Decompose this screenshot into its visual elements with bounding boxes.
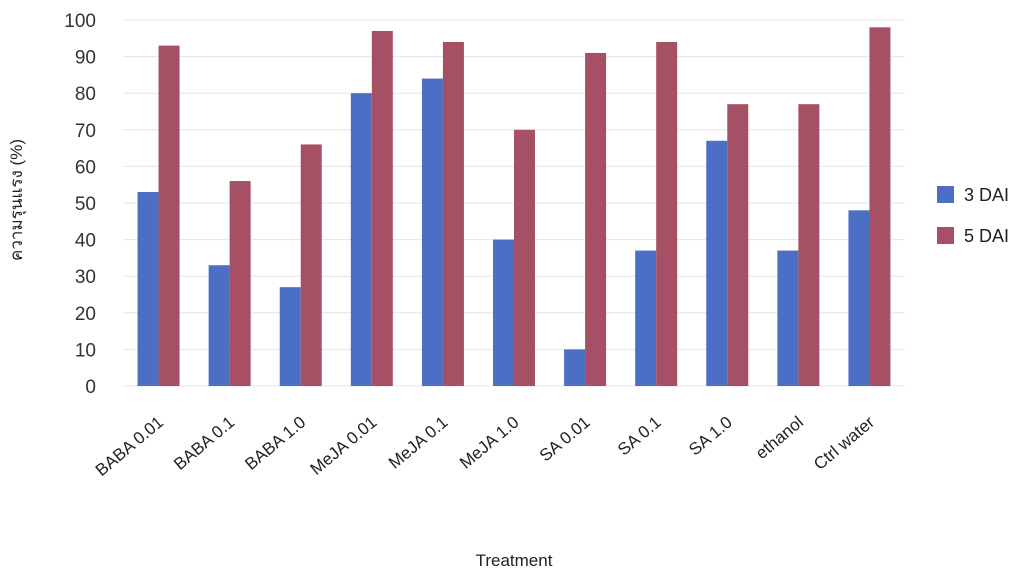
- x-axis-title: Treatment: [476, 551, 553, 570]
- legend-swatch-3-dai: [937, 186, 954, 203]
- bar-5-dai-ethanol: [798, 104, 820, 387]
- bar-3-dai-ethanol: [777, 250, 799, 386]
- y-tick-label-0: 0: [85, 377, 96, 398]
- x-tick-label-meja-0-01: MeJA 0.01: [307, 413, 381, 479]
- bar-3-dai-sa-0-1: [635, 250, 657, 386]
- y-tick-label-80: 80: [75, 84, 96, 105]
- y-tick-label-20: 20: [75, 304, 96, 325]
- y-tick-label-70: 70: [75, 121, 96, 142]
- y-tick-label-50: 50: [75, 194, 96, 215]
- x-tick-label-baba-0-01: BABA 0.01: [92, 413, 167, 480]
- bar-3-dai-baba-1-0: [279, 287, 301, 386]
- bar-3-dai-baba-0-1: [208, 265, 230, 386]
- bar-5-dai-baba-0-01: [158, 45, 180, 387]
- x-tick-label-sa-0-01: SA 0.01: [536, 413, 594, 466]
- x-tick-label-sa-1-0: SA 1.0: [685, 413, 736, 460]
- x-tick-label-ethanol: ethanol: [752, 413, 807, 463]
- bar-3-dai-baba-0-01: [137, 192, 159, 386]
- y-tick-label-100: 100: [64, 11, 96, 32]
- x-tick-label-sa-0-1: SA 0.1: [614, 413, 665, 460]
- bar-5-dai-sa-1-0: [727, 104, 749, 387]
- y-tick-label-30: 30: [75, 267, 96, 288]
- bar-5-dai-ctrl-water: [869, 27, 891, 386]
- y-tick-label-10: 10: [75, 340, 96, 361]
- x-tick-label-meja-1-0: MeJA 1.0: [456, 413, 523, 473]
- bar-5-dai-sa-0-1: [656, 41, 678, 387]
- legend-label-3-dai: 3 DAI: [964, 185, 1009, 205]
- legend: 3 DAI 5 DAI: [937, 185, 1009, 246]
- bar-5-dai-baba-0-1: [229, 181, 251, 386]
- bar-5-dai-baba-1-0: [300, 144, 322, 386]
- bar-5-dai-meja-0-1: [442, 41, 464, 387]
- y-axis-ticks: 0 10 20 30 40 50 60 70 80 90 100: [64, 11, 96, 398]
- x-tick-label-meja-0-1: MeJA 0.1: [385, 413, 452, 473]
- legend-label-5-dai: 5 DAI: [964, 226, 1009, 246]
- bar-3-dai-meja-1-0: [493, 239, 514, 386]
- y-axis-title: ความรุนแรง (%): [7, 139, 27, 261]
- bar-3-dai-ctrl-water: [848, 210, 870, 386]
- bar-3-dai-meja-0-1: [421, 78, 443, 386]
- x-tick-label-ctrl-water: Ctrl water: [810, 412, 878, 474]
- bar-3-dai-meja-0-01: [350, 93, 372, 386]
- x-tick-label-baba-1-0: BABA 1.0: [241, 413, 309, 474]
- y-tick-label-90: 90: [75, 48, 96, 69]
- y-tick-label-40: 40: [75, 231, 96, 252]
- x-tick-label-baba-0-1: BABA 0.1: [170, 413, 238, 474]
- bar-5-dai-sa-0-01: [585, 52, 607, 386]
- bars: [137, 27, 891, 387]
- y-tick-label-60: 60: [75, 157, 96, 178]
- bar-3-dai-sa-1-0: [706, 140, 728, 386]
- legend-swatch-5-dai: [937, 227, 954, 244]
- bar-5-dai-meja-1-0: [514, 129, 535, 387]
- bar-5-dai-meja-0-01: [371, 30, 393, 386]
- bar-3-dai-sa-0-01: [564, 349, 586, 386]
